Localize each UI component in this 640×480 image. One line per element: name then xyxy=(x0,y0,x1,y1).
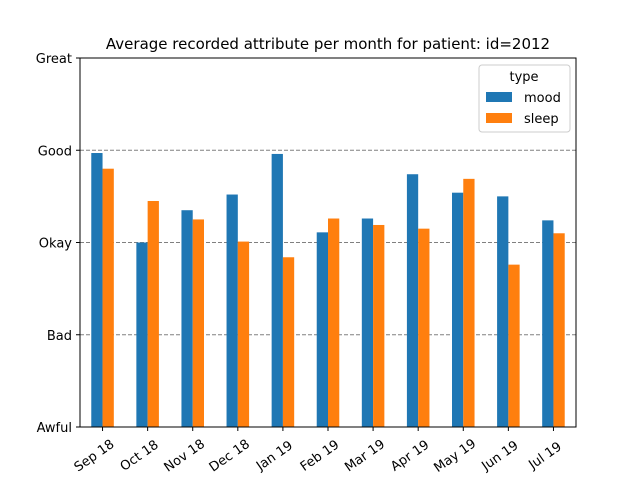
y-tick-label: Good xyxy=(38,144,72,159)
x-tick-label: Dec 18 xyxy=(207,437,253,476)
x-tick-label: Jan 19 xyxy=(253,438,296,474)
legend-label-sleep: sleep xyxy=(524,112,559,127)
bar-mood-jan-19 xyxy=(271,153,283,427)
bar-sleep-jun-19 xyxy=(508,264,520,427)
bar-mood-sep-18 xyxy=(91,153,103,427)
bar-mood-mar-19 xyxy=(361,218,374,427)
legend-swatch-sleep xyxy=(486,113,512,123)
x-tick-label: Mar 19 xyxy=(342,437,388,475)
y-tick-label: Great xyxy=(36,52,72,67)
bar-sleep-mar-19 xyxy=(373,224,385,427)
x-tick-label: Jul 19 xyxy=(525,440,564,474)
x-tick-label: Feb 19 xyxy=(298,437,342,474)
legend-title: type xyxy=(509,70,538,85)
chart-title: Average recorded attribute per month for… xyxy=(106,35,550,53)
bar-sleep-jul-19 xyxy=(553,233,565,427)
legend-swatch-mood xyxy=(486,92,512,102)
x-tick-label: Jun 19 xyxy=(478,438,521,474)
x-tick-label: Nov 18 xyxy=(162,437,208,476)
bar-sleep-oct-18 xyxy=(147,200,159,427)
x-tick-label: Oct 18 xyxy=(118,438,162,475)
bar-sleep-jan-19 xyxy=(282,257,295,427)
y-axis: Awful Bad Okay Good Great xyxy=(36,52,80,436)
bar-sleep-dec-18 xyxy=(237,241,250,427)
bar-mood-oct-18 xyxy=(136,242,148,427)
bar-sleep-sep-18 xyxy=(102,168,114,427)
bar-sleep-apr-19 xyxy=(418,228,430,427)
x-tick-label: Apr 19 xyxy=(388,438,432,475)
legend: type mood sleep xyxy=(478,64,571,133)
y-tick-label: Bad xyxy=(47,329,72,344)
bar-mood-nov-18 xyxy=(181,210,193,427)
bar-mood-jul-19 xyxy=(542,220,554,427)
bar-sleep-may-19 xyxy=(463,178,475,427)
bar-mood-dec-18 xyxy=(226,194,238,427)
bars xyxy=(91,153,565,427)
bar-sleep-nov-18 xyxy=(192,219,204,427)
bar-mood-apr-19 xyxy=(406,174,419,427)
bar-mood-jun-19 xyxy=(497,196,509,427)
y-tick-label: Awful xyxy=(37,421,72,436)
y-tick-label: Okay xyxy=(39,237,72,252)
bar-sleep-feb-19 xyxy=(328,218,340,427)
x-tick-label: May 19 xyxy=(431,436,479,476)
bar-mood-feb-19 xyxy=(316,232,328,427)
x-tick-label: Sep 18 xyxy=(72,437,118,475)
bar-mood-may-19 xyxy=(452,192,464,427)
legend-label-mood: mood xyxy=(524,91,561,106)
